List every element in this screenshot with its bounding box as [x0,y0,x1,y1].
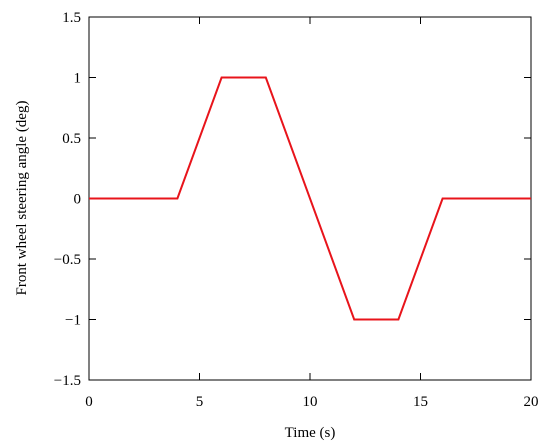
y-tick-label: −0.5 [54,252,81,268]
y-axis-label: Front wheel steering angle (deg) [14,101,30,296]
data-line [89,76,531,321]
y-tick-label: 1 [74,71,82,87]
x-axis-label: Time (s) [285,425,336,441]
y-tick-label: 0.5 [62,131,81,147]
y-tick-label: 1.5 [62,10,81,26]
x-tick-label: 10 [303,394,318,410]
y-tick-label: −1 [65,313,81,329]
x-tick-label: 20 [524,394,539,410]
y-tick-label: −1.5 [54,373,81,389]
x-tick-label: 5 [196,394,204,410]
x-tick-label: 0 [85,394,93,410]
y-tick-label: 0 [74,192,82,208]
x-tick-label: 15 [413,394,428,410]
